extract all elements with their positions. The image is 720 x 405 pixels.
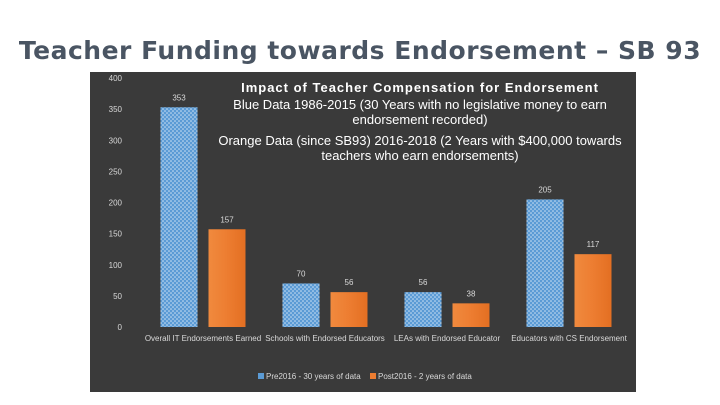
bar-data-label: 353: [172, 93, 186, 102]
x-category-label: Schools with Endorsed Educators: [265, 334, 385, 343]
x-category-label: LEAs with Endorsed Educator: [394, 334, 501, 343]
bar-post2016: [574, 254, 612, 327]
y-tick-label: 50: [113, 292, 122, 301]
bar-pre2016: [160, 107, 198, 327]
bar-pre2016: [282, 283, 320, 327]
chart-subtitle-orange: Orange Data (since SB93) 2016-2018 (2 Ye…: [218, 133, 622, 163]
bar-data-label: 117: [587, 240, 600, 249]
bar-data-label: 38: [467, 289, 476, 298]
bar-data-label: 56: [345, 278, 354, 287]
chart-subtitle-blue: Blue Data 1986-2015 (30 Years with no le…: [233, 97, 607, 127]
bar-data-label: 70: [297, 269, 306, 278]
chart-title: Impact of Teacher Compensation for Endor…: [241, 80, 599, 95]
y-tick-label: 0: [118, 323, 123, 332]
bar-data-label: 56: [419, 278, 428, 287]
bar-post2016: [452, 303, 490, 327]
y-tick-label: 100: [109, 261, 123, 270]
y-tick-label: 250: [109, 167, 123, 176]
bar-post2016: [208, 229, 246, 327]
bar-pre2016: [404, 292, 442, 327]
legend-label: Post2016 - 2 years of data: [378, 372, 472, 381]
bar-post2016: [330, 292, 368, 327]
y-tick-label: 400: [109, 74, 123, 83]
legend-swatch: [370, 373, 376, 379]
x-category-label: Educators with CS Endorsement: [511, 334, 627, 343]
y-tick-label: 150: [109, 230, 123, 239]
bar-data-label: 157: [220, 215, 234, 224]
legend-label: Pre2016 - 30 years of data: [266, 372, 361, 381]
bar-pre2016: [526, 199, 564, 327]
y-tick-label: 350: [109, 105, 123, 114]
bar-chart: 0 50 100 150 200 250 300 350 400 353 157 70 56 56 38 2…: [109, 74, 628, 381]
legend-swatch: [258, 373, 264, 379]
x-category-label: Overall IT Endorsements Earned: [145, 334, 261, 343]
chart-panel: 0 50 100 150 200 250 300 350 400 353 157 70 56 56 38 2…: [90, 72, 636, 392]
slide-title: Teacher Funding towards Endorsement – SB…: [18, 36, 702, 65]
y-tick-label: 200: [109, 199, 123, 208]
y-tick-label: 300: [109, 136, 123, 145]
bar-data-label: 205: [538, 185, 552, 194]
